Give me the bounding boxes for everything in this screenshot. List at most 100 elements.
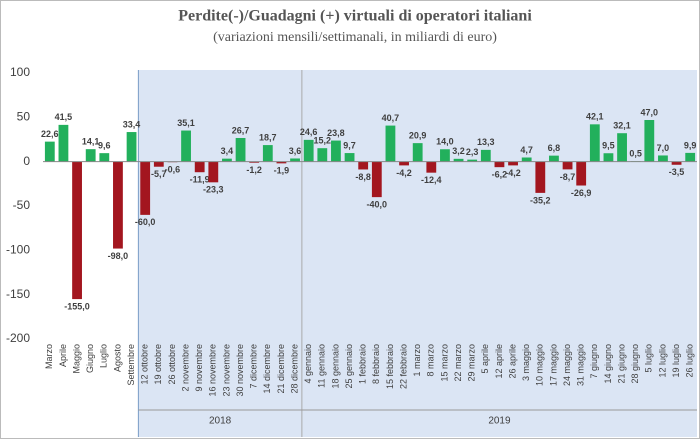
group-label: 2018 bbox=[209, 416, 232, 427]
bar bbox=[576, 161, 587, 186]
x-tick-label: Settembre bbox=[126, 344, 136, 386]
x-tick-label: 28 dicembre bbox=[289, 344, 299, 394]
bar bbox=[562, 161, 573, 170]
bar bbox=[508, 161, 518, 166]
value-label: -26,9 bbox=[571, 188, 592, 198]
value-label: 40,7 bbox=[382, 113, 400, 123]
x-tick-label: 4 gennaio bbox=[303, 344, 313, 384]
bar bbox=[72, 161, 82, 300]
value-label: 32,1 bbox=[613, 121, 631, 131]
x-tick-label: 12 ottobre bbox=[140, 344, 150, 385]
x-tick-label: 9 novembre bbox=[194, 344, 204, 392]
x-tick-label: 7 giugno bbox=[589, 344, 599, 379]
bar bbox=[617, 133, 627, 162]
value-label: 42,1 bbox=[586, 112, 604, 122]
bar bbox=[222, 158, 232, 162]
bar bbox=[140, 161, 151, 215]
value-label: 18,7 bbox=[259, 132, 277, 142]
bar bbox=[249, 161, 260, 163]
bar bbox=[153, 161, 164, 167]
chart-title: Perdite(-)/Guadagni (+) virtuali di oper… bbox=[178, 8, 532, 25]
bar bbox=[358, 161, 369, 170]
group-shade bbox=[138, 70, 302, 437]
x-tick-label: 26 ottobre bbox=[167, 344, 177, 385]
x-tick-label: 30 novembre bbox=[235, 344, 245, 397]
value-label: 41,5 bbox=[55, 112, 73, 122]
y-tick-label: -50 bbox=[13, 198, 31, 212]
x-tick-label: 2 novembre bbox=[180, 344, 190, 392]
bar bbox=[208, 161, 219, 183]
y-tick-label: -200 bbox=[6, 331, 30, 345]
x-tick-label: 21 giugno bbox=[616, 344, 626, 384]
bar bbox=[549, 155, 559, 162]
value-label: 33,4 bbox=[123, 119, 141, 129]
y-tick-label: 100 bbox=[10, 65, 30, 79]
x-tick-label: 23 novembre bbox=[221, 344, 231, 397]
value-label: 3,6 bbox=[289, 146, 302, 156]
bar bbox=[603, 153, 614, 162]
x-tick-label: 12 luglio bbox=[657, 344, 667, 378]
y-tick-label: 0 bbox=[23, 154, 30, 168]
bar bbox=[453, 158, 464, 162]
value-label: -23,3 bbox=[203, 185, 224, 195]
value-label: 3,2 bbox=[452, 146, 465, 156]
bar bbox=[99, 153, 110, 162]
value-label: 47,0 bbox=[641, 107, 659, 117]
value-label: 24,6 bbox=[300, 127, 318, 137]
bar bbox=[658, 155, 668, 162]
bar bbox=[440, 149, 450, 162]
bar bbox=[467, 159, 478, 162]
bar bbox=[480, 149, 491, 162]
bar bbox=[113, 161, 123, 249]
value-label: 0,5 bbox=[629, 149, 642, 159]
x-tick-label: 15 marzo bbox=[439, 344, 449, 382]
x-tick-label: 12 aprile bbox=[494, 344, 504, 379]
y-tick-label: -150 bbox=[6, 287, 30, 301]
value-label: 2,3 bbox=[466, 147, 479, 157]
bar bbox=[535, 161, 546, 193]
bar bbox=[290, 158, 300, 162]
x-tick-label: 11 gennaio bbox=[317, 344, 327, 388]
value-label: -60,0 bbox=[135, 217, 156, 227]
x-tick-label: 7 dicembre bbox=[249, 344, 259, 389]
value-label: 9,7 bbox=[343, 140, 356, 150]
x-tick-label: 8 febbraio bbox=[371, 344, 381, 384]
value-label: 13,3 bbox=[477, 137, 495, 147]
value-label: -4,2 bbox=[505, 168, 521, 178]
value-label: 14,1 bbox=[82, 137, 100, 147]
x-tick-label: 25 gennaio bbox=[344, 344, 354, 389]
value-label: -0,6 bbox=[165, 165, 181, 175]
value-label: 3,4 bbox=[221, 146, 234, 156]
x-tick-label: Maggio bbox=[71, 344, 81, 374]
x-tick-label: 1 febbraio bbox=[358, 344, 368, 384]
x-tick-label: 5 luglio bbox=[644, 344, 654, 373]
value-label: -4,2 bbox=[396, 168, 412, 178]
bar bbox=[44, 141, 55, 162]
bar bbox=[399, 161, 409, 166]
value-label: 14,0 bbox=[436, 137, 454, 147]
value-label: -8,8 bbox=[355, 172, 371, 182]
bar bbox=[494, 161, 505, 168]
bar bbox=[671, 161, 682, 165]
x-tick-label: 19 luglio bbox=[671, 344, 681, 378]
x-tick-label: 8 marzo bbox=[426, 344, 436, 377]
value-label: -8,7 bbox=[560, 172, 576, 182]
value-label: 23,8 bbox=[327, 128, 345, 138]
x-tick-label: Luglio bbox=[99, 344, 109, 368]
bar bbox=[194, 161, 205, 173]
x-tick-label: 14 giugno bbox=[603, 344, 613, 384]
x-tick-label: 24 maggio bbox=[562, 344, 572, 386]
x-tick-label: 15 febbraio bbox=[385, 344, 395, 389]
value-label: -5,7 bbox=[151, 169, 167, 179]
value-label: -11,9 bbox=[190, 175, 210, 185]
y-tick-label: 50 bbox=[17, 110, 31, 124]
bar bbox=[262, 145, 273, 162]
group-shade bbox=[301, 70, 697, 437]
value-label: 4,7 bbox=[520, 145, 533, 155]
x-tick-label: 22 marzo bbox=[453, 344, 463, 382]
x-tick-label: 3 maggio bbox=[521, 344, 531, 381]
x-tick-label: Aprile bbox=[58, 344, 68, 367]
x-tick-label: Marzo bbox=[44, 344, 54, 369]
value-label: -12,4 bbox=[421, 175, 442, 185]
